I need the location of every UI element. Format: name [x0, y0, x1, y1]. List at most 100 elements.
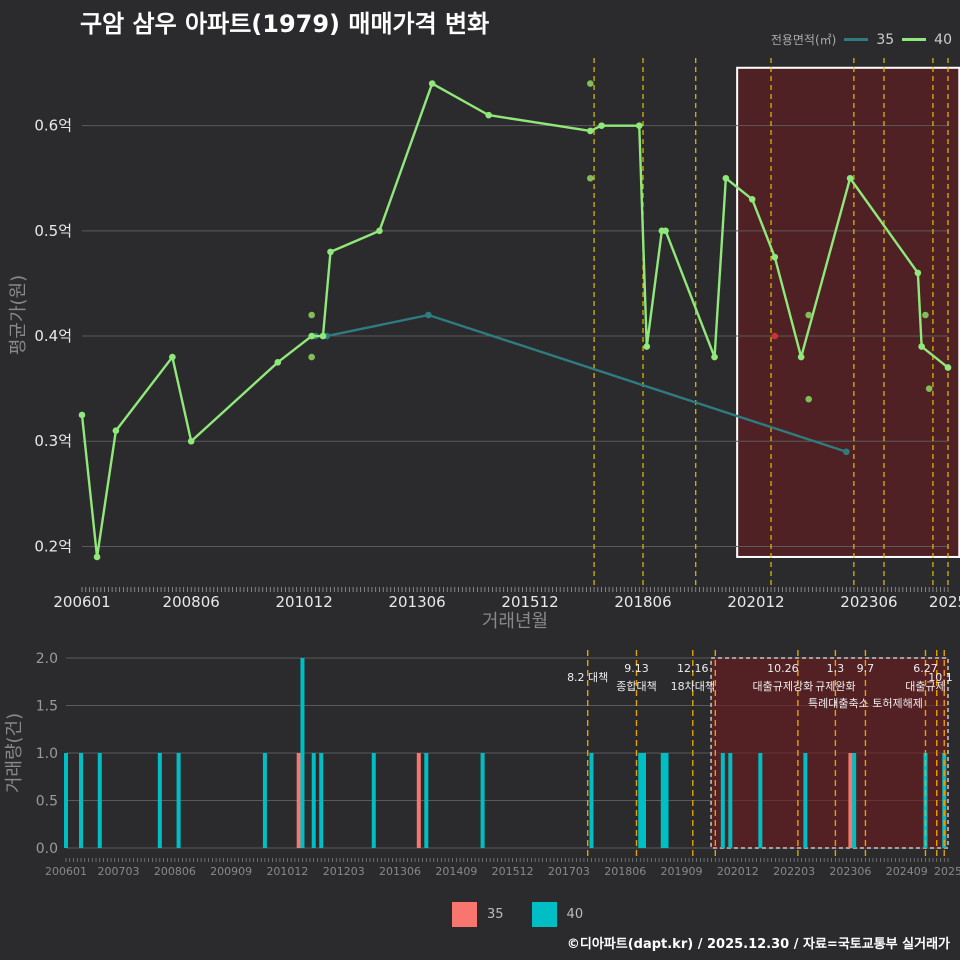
y-tick-label: 0.5억 — [34, 222, 72, 240]
volume-bar-40 — [641, 753, 646, 848]
bar-x-tick-label: 202306 — [829, 865, 871, 878]
bar-x-tick-label: 201306 — [379, 865, 421, 878]
data-point-40 — [722, 174, 730, 182]
data-point-40 — [485, 111, 492, 119]
data-point-35 — [843, 448, 850, 456]
data-point-40 — [748, 195, 756, 203]
y-tick-label: 0.4억 — [34, 327, 72, 345]
volume-bar-40 — [664, 753, 669, 848]
policy-label: 대출규제강화 — [752, 680, 813, 693]
data-point-35 — [425, 311, 432, 319]
bar-x-tick-label: 200806 — [154, 865, 196, 878]
volume-bar-35 — [296, 753, 301, 848]
source-footer: ©디아파트(dapt.kr) / 2025.12.30 / 자료=국토교통부 실… — [566, 937, 950, 952]
legend-swatch-40 — [531, 902, 557, 927]
bar-x-tick-label: 202409 — [886, 865, 928, 878]
bar-x-tick-label: 2025 — [934, 865, 960, 878]
data-point-40 — [93, 553, 101, 561]
bar-y-axis-title: 거래량(건) — [4, 713, 25, 793]
legend-bar-label-35: 35 — [487, 907, 504, 922]
x-tick-label: 2025 — [929, 593, 960, 611]
scatter-point-40 — [587, 80, 594, 87]
area-legend: 전용면적(㎡) 35 40 — [771, 31, 952, 48]
volume-bar-35 — [416, 753, 421, 848]
bar-x-tick-label: 202012 — [717, 865, 759, 878]
scatter-point-40 — [587, 174, 594, 182]
data-point-40 — [797, 353, 805, 361]
volume-bar-40 — [852, 753, 857, 848]
volume-bar-40 — [803, 753, 808, 848]
volume-bar-40 — [589, 753, 594, 848]
volume-bar-40 — [157, 753, 162, 848]
data-point-40 — [169, 353, 176, 361]
legend-title: 전용면적(㎡) — [770, 33, 837, 47]
bar-x-tick-label: 200909 — [210, 865, 252, 878]
data-point-40 — [327, 248, 334, 256]
y-tick-label: 0.6억 — [34, 117, 72, 135]
policy-date: 9.7 — [857, 662, 875, 675]
bar-y-tick-label: 0.0 — [36, 841, 58, 857]
scatter-point-40 — [308, 353, 315, 361]
data-point-40 — [428, 80, 436, 87]
bar-x-tick-label: 201512 — [492, 865, 534, 878]
volume-bar-40 — [371, 753, 376, 848]
data-point-40 — [587, 127, 594, 135]
data-point-40 — [643, 343, 651, 350]
policy-date: 6.27 — [913, 662, 938, 675]
scatter-point-40 — [922, 311, 929, 319]
data-point-40 — [78, 411, 86, 419]
volume-bar-40 — [176, 753, 181, 848]
scatter-point-40 — [308, 311, 315, 319]
x-tick-label: 202306 — [840, 593, 897, 611]
volume-bar-40 — [728, 753, 733, 848]
legend-swatch-35 — [452, 902, 477, 927]
volume-legend: 35 40 — [452, 902, 583, 927]
volume-bar-40 — [660, 753, 665, 848]
data-point-40 — [187, 437, 195, 445]
data-point-40 — [914, 269, 922, 277]
data-point-40 — [711, 353, 718, 361]
data-point-40 — [319, 332, 327, 340]
data-point-40 — [112, 427, 120, 435]
x-axis-title: 거래년월 — [482, 611, 548, 632]
x-tick-label: 200806 — [163, 593, 220, 611]
bar-y-tick-label: 0.5 — [36, 794, 58, 810]
volume-bar-40 — [720, 753, 725, 848]
legend-bar-label-40: 40 — [566, 907, 584, 922]
policy-label: 대출규제 — [905, 680, 945, 693]
page-title: 구암 삼우 아파트(1979) 매매가격 변화 — [80, 10, 490, 38]
scatter-point-40 — [805, 311, 812, 319]
legend-line-35 — [844, 38, 869, 41]
legend-label-35: 35 — [876, 31, 895, 48]
bar-x-tick-label: 201409 — [435, 865, 477, 878]
bar-x-tick-label: 200703 — [98, 865, 140, 878]
bar-y-tick-label: 1.0 — [36, 746, 58, 762]
policy-label: 특례대출축소 토허제해제 — [808, 696, 923, 710]
bar-x-tick-label: 201909 — [661, 865, 703, 878]
data-point-40 — [662, 227, 669, 235]
policy-date: 8.2 대책 — [567, 671, 608, 684]
volume-bar-35 — [848, 753, 853, 848]
policy-date: 1.3 — [827, 662, 845, 675]
volume-bar-40 — [480, 753, 485, 848]
volume-bar-40 — [64, 753, 68, 848]
data-point-40 — [274, 359, 282, 366]
volume-bar-40 — [638, 753, 643, 848]
bar-x-tick-label: 202203 — [773, 865, 815, 878]
volume-bar-40 — [319, 753, 324, 848]
bar-highlight-region — [710, 657, 949, 849]
bar-x-tick-label: 201806 — [604, 865, 646, 878]
data-point-40 — [944, 364, 952, 371]
bar-y-tick-label: 1.5 — [36, 699, 58, 715]
x-tick-label: 201306 — [388, 593, 445, 611]
policy-label: 18차대책 — [671, 680, 715, 693]
volume-bar-40 — [311, 753, 316, 848]
policy-date: 10.26 — [767, 662, 799, 675]
bar-y-tick-label: 2.0 — [36, 651, 58, 667]
bar-x-tick-label: 200601 — [45, 865, 87, 878]
data-point-40 — [918, 343, 925, 350]
y-tick-label: 0.3억 — [34, 432, 72, 450]
scatter-point-40 — [925, 385, 933, 392]
legend-label-40: 40 — [934, 31, 952, 48]
